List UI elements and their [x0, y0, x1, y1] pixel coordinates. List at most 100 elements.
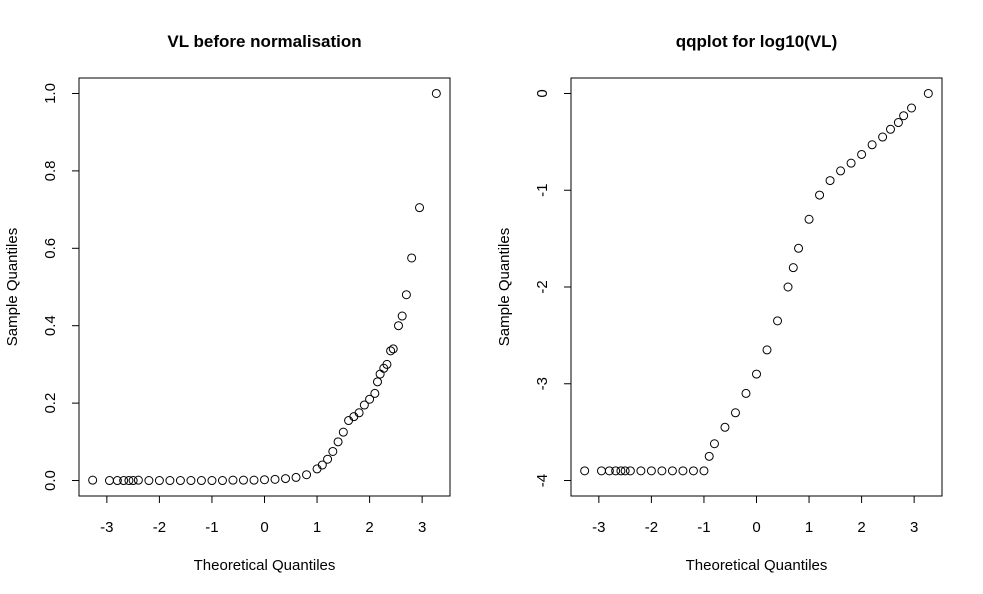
y-tick-label: 0 — [534, 89, 551, 97]
x-axis-label: Theoretical Quantiles — [686, 557, 828, 574]
y-axis-label: Sample Quantiles — [4, 228, 21, 346]
point — [415, 203, 425, 213]
point — [228, 475, 238, 485]
point — [260, 475, 269, 485]
point — [857, 149, 867, 159]
point — [657, 466, 667, 476]
point — [788, 263, 798, 273]
point — [349, 412, 359, 422]
point — [317, 460, 327, 470]
point — [846, 158, 856, 168]
point — [196, 476, 206, 486]
point — [154, 476, 164, 486]
point — [186, 476, 196, 486]
point — [907, 103, 917, 113]
point — [794, 243, 804, 253]
point — [386, 346, 396, 356]
point — [133, 475, 143, 485]
point — [291, 472, 301, 482]
point — [328, 446, 338, 456]
point — [338, 427, 348, 437]
point — [646, 466, 656, 476]
point — [815, 190, 825, 200]
y-tick-label: 0.2 — [42, 393, 59, 414]
point — [372, 377, 382, 387]
point — [112, 476, 122, 486]
point — [825, 176, 835, 186]
point — [119, 476, 129, 486]
x-tick-label: 3 — [418, 519, 426, 536]
point — [886, 124, 896, 134]
point — [596, 466, 606, 476]
point — [611, 466, 621, 476]
point — [207, 476, 217, 486]
point — [625, 466, 635, 476]
point — [312, 464, 322, 474]
y-tick-label: 0.6 — [42, 238, 59, 259]
point — [783, 282, 793, 292]
point — [878, 132, 888, 142]
point — [302, 470, 312, 480]
point — [388, 344, 398, 354]
point — [688, 466, 698, 476]
point — [270, 474, 280, 484]
point — [620, 466, 630, 476]
y-axis-label: Sample Quantiles — [496, 228, 513, 346]
y-tick-label: 1.0 — [42, 83, 59, 104]
point — [397, 311, 407, 321]
plot-frame — [78, 77, 451, 497]
point — [217, 476, 227, 486]
x-tick-label: 2 — [857, 519, 865, 536]
x-tick-label: 2 — [365, 519, 373, 536]
point — [401, 290, 411, 300]
point — [354, 408, 364, 418]
y-tick-label: -1 — [534, 184, 551, 197]
point — [752, 369, 761, 379]
point — [359, 400, 369, 410]
y-tick-label: -2 — [534, 280, 551, 293]
point — [382, 359, 392, 369]
point — [741, 388, 751, 398]
point — [893, 118, 903, 128]
point — [804, 214, 814, 224]
plot-frame — [570, 77, 943, 497]
point — [762, 345, 772, 355]
chart-title: VL before normalisation — [167, 32, 361, 51]
y-tick-label: 0.4 — [42, 315, 59, 336]
point — [238, 475, 248, 485]
point — [249, 475, 259, 485]
y-tick-label: 0.0 — [42, 470, 59, 491]
point — [88, 475, 98, 485]
point — [165, 476, 175, 486]
point — [580, 466, 590, 476]
point — [636, 466, 646, 476]
point — [923, 88, 933, 98]
point — [128, 476, 138, 486]
point — [370, 388, 380, 398]
point — [720, 422, 730, 432]
x-tick-label: 1 — [313, 519, 321, 536]
x-tick-label: 0 — [752, 519, 760, 536]
x-tick-label: -3 — [100, 519, 113, 536]
point — [375, 369, 385, 379]
y-tick-label: -4 — [534, 474, 551, 487]
x-tick-label: 3 — [910, 519, 918, 536]
point — [836, 166, 846, 176]
point — [678, 466, 688, 476]
point — [667, 466, 677, 476]
chart-title: qqplot for log10(VL) — [676, 32, 837, 51]
point — [431, 88, 441, 98]
point — [867, 140, 877, 150]
point — [616, 466, 626, 476]
point — [323, 454, 333, 464]
point — [365, 394, 375, 404]
x-tick-label: 0 — [260, 519, 268, 536]
x-axis-label: Theoretical Quantiles — [194, 557, 336, 574]
point — [281, 474, 291, 484]
point — [124, 476, 134, 486]
point — [730, 408, 740, 418]
point — [704, 451, 714, 461]
point — [333, 437, 343, 447]
point — [773, 316, 783, 326]
